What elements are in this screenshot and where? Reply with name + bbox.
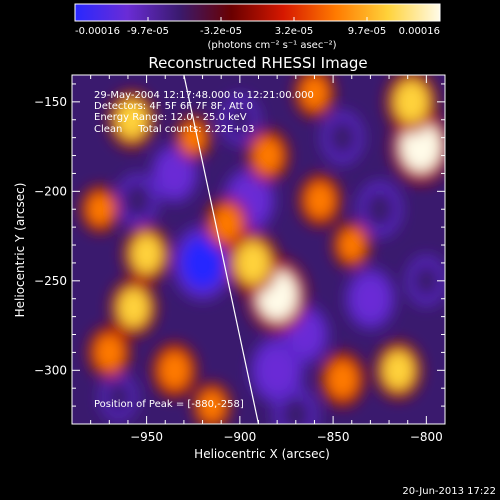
- x-axis: −950 −900 −850 −800: [90, 75, 446, 444]
- cold-spot: [280, 396, 311, 424]
- colorbar-tick-label: 0.00016: [399, 26, 440, 37]
- hot-spot: [300, 75, 329, 110]
- colorbar-tick-label: 9.7e-05: [348, 26, 386, 37]
- hot-spot: [130, 234, 163, 274]
- solar-limb-line: [183, 75, 260, 424]
- footer-date: 20-Jun-2013 17:22: [402, 486, 496, 497]
- colorbar-tick-label: -3.2e-05: [200, 26, 242, 37]
- cold-spot: [364, 190, 395, 228]
- x-tick-label: −900: [223, 430, 256, 444]
- y-axis-label: Heliocentric Y (arcsec): [13, 183, 27, 318]
- cold-spot: [289, 314, 322, 355]
- x-tick-label: −800: [410, 430, 443, 444]
- info-block: 29-May-2004 12:17:48.000 to 12:21:00.000…: [94, 90, 314, 410]
- y-tick-label: −150: [34, 95, 67, 109]
- heatmap-blobs: [80, 75, 445, 424]
- peak-position-label: Position of Peak = [-880,-258]: [94, 399, 244, 410]
- y-tick-label: −200: [34, 184, 67, 198]
- hot-spot: [235, 241, 271, 285]
- y-axis: −150 −200 −250 −300: [34, 83, 445, 425]
- y-tick-label: −300: [34, 363, 67, 377]
- colorbar-tick-label: -9.7e-05: [127, 26, 169, 37]
- cold-spot: [122, 182, 152, 219]
- x-axis-label: Heliocentric X (arcsec): [194, 447, 330, 461]
- y-tick-label: −250: [34, 274, 67, 288]
- hot-spot: [212, 205, 242, 242]
- heatmap-area: [80, 75, 445, 424]
- colorbar-tick-label: 3.2e-05: [275, 26, 313, 37]
- cold-spot: [258, 347, 296, 393]
- hot-spot: [198, 390, 225, 423]
- hot-spot: [327, 360, 358, 399]
- hot-spot: [394, 80, 429, 124]
- hot-spot: [253, 137, 283, 174]
- cold-spot: [105, 381, 132, 414]
- hot-spot: [117, 287, 150, 328]
- x-tick-label: −850: [317, 430, 350, 444]
- cold-spot: [182, 237, 223, 289]
- hot-spot: [382, 350, 415, 390]
- hot-spot: [87, 193, 113, 226]
- info-line-detectors: Detectors: 4F 5F 6F 7F 8F, Att 0: [94, 101, 253, 112]
- colorbar-ticks: -0.00016 -9.7e-05 -3.2e-05 3.2e-05 9.7e-05 0.…: [74, 17, 441, 37]
- hot-spot: [400, 121, 442, 172]
- info-line-time: 29-May-2004 12:17:48.000 to 12:21:00.000: [94, 90, 314, 101]
- colorbar-tick-label: -0.00016: [75, 26, 120, 37]
- hot-spot: [115, 100, 148, 140]
- cold-spot: [226, 102, 254, 137]
- cold-spot: [327, 119, 357, 156]
- hot-spot: [159, 351, 190, 390]
- hot-spot: [94, 334, 124, 371]
- hot-spot: [338, 229, 365, 262]
- colorbar: [74, 3, 441, 22]
- colorbar-unit-label: (photons cm⁻² s⁻¹ asec⁻²): [207, 40, 336, 51]
- hot-spot: [305, 182, 335, 219]
- cold-spot: [412, 263, 441, 298]
- cold-spot: [353, 278, 388, 320]
- cold-spot: [158, 153, 191, 194]
- x-tick-label: −950: [130, 430, 163, 444]
- chart-title: Reconstructed RHESSI Image: [148, 54, 367, 72]
- info-line-clean: Clean Total counts: 2.22E+03: [94, 124, 254, 135]
- info-line-energy: Energy Range: 12.0 - 25.0 keV: [94, 112, 247, 123]
